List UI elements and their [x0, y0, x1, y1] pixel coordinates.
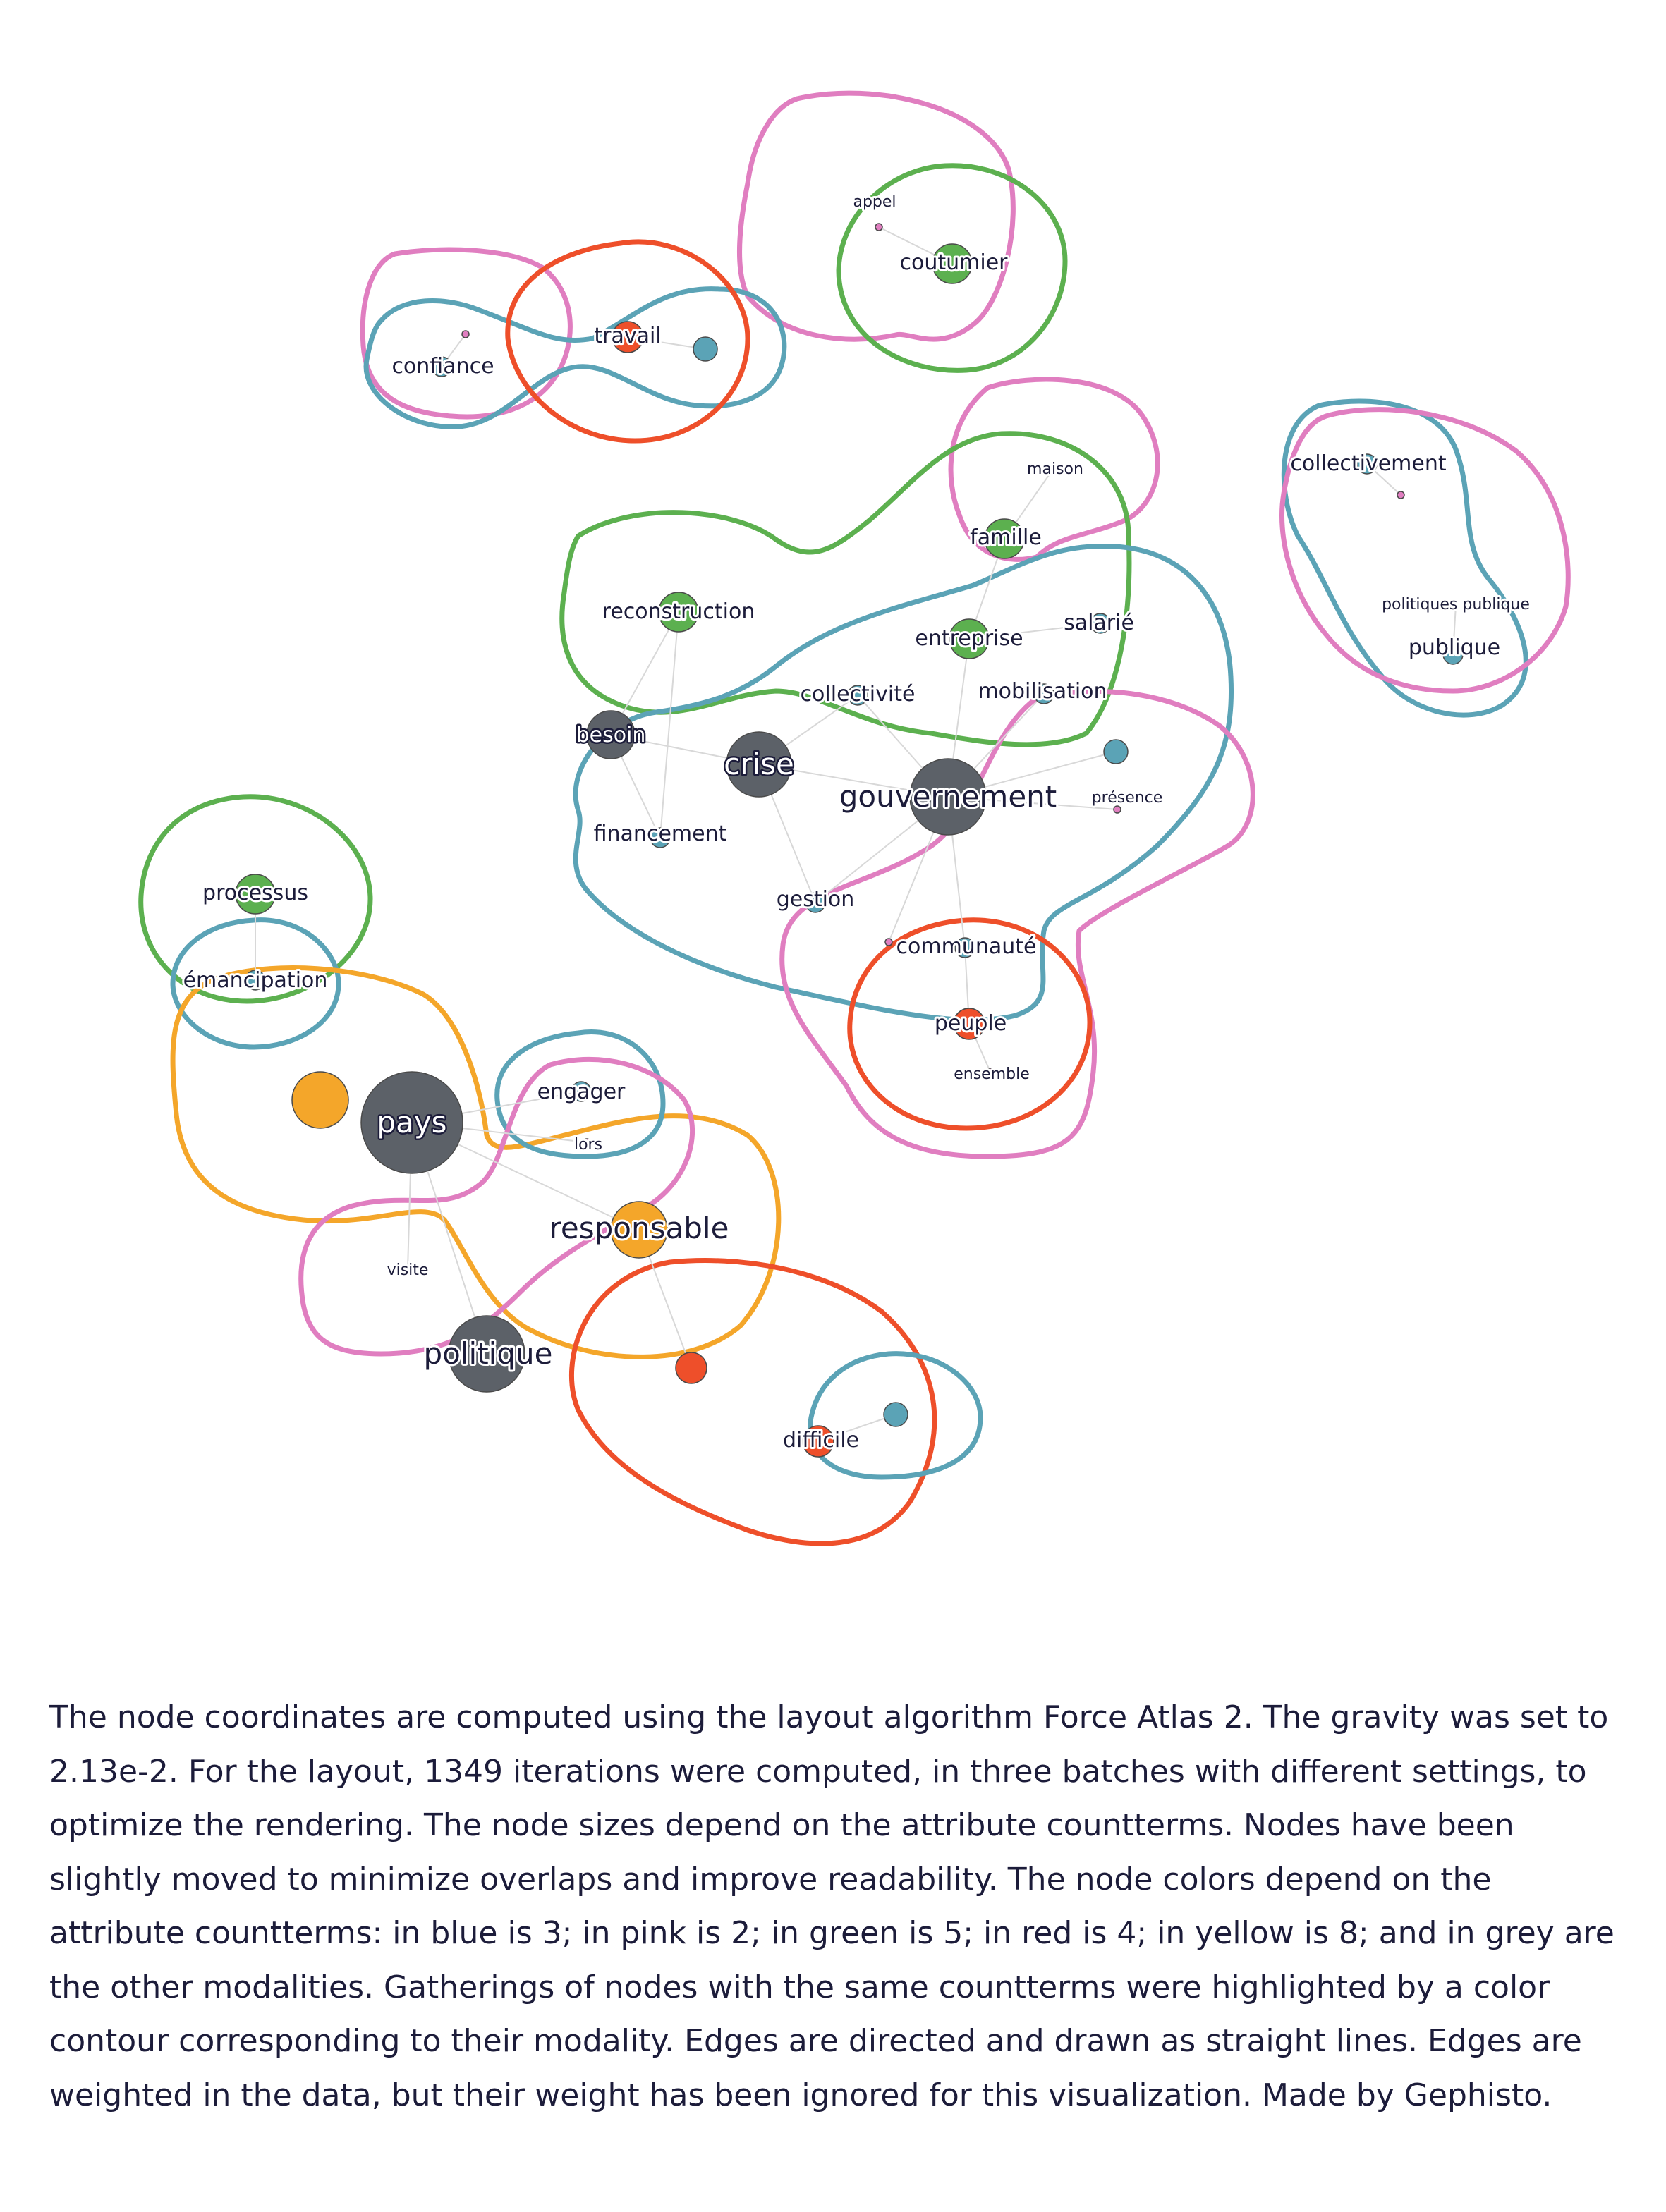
label-gouvernement: gouvernement [839, 779, 1057, 814]
edge [659, 611, 679, 838]
node-unlabeled-yellow[interactable] [291, 1071, 349, 1129]
label-engager: engager [537, 1080, 626, 1104]
label-peuple: peuple [935, 1011, 1007, 1036]
contour-red-travail [505, 239, 750, 444]
label-mobilisation: mobilisation [978, 679, 1107, 704]
node-entreprise[interactable] [949, 618, 990, 659]
label-processus: processus [202, 881, 308, 905]
node-unlabeled-blue-travail[interactable] [693, 336, 718, 362]
node-collectivement[interactable] [1356, 453, 1378, 475]
node-presence[interactable] [1113, 805, 1121, 814]
node-ensemble[interactable] [986, 1068, 995, 1076]
node-collectivite[interactable] [847, 685, 868, 706]
caption: The node coordinates are computed using … [49, 1699, 1615, 2113]
contour-blue-publique [1281, 398, 1528, 718]
label-entreprise: entreprise [915, 626, 1023, 651]
node-responsable[interactable] [610, 1201, 668, 1259]
node-politique[interactable] [448, 1315, 525, 1393]
contour-red-peuple [847, 917, 1093, 1131]
contour-pink-confiance [360, 247, 573, 420]
contour-blue-confiance-travail [363, 286, 787, 429]
node-processus[interactable] [235, 874, 276, 915]
node-appel[interactable] [875, 223, 883, 231]
node-unlabeled-red[interactable] [675, 1352, 707, 1384]
contour-pink-appel [737, 90, 1016, 342]
contour-red-difficile [568, 1258, 937, 1546]
node-difficile[interactable] [802, 1425, 834, 1458]
node-gestion[interactable] [805, 892, 826, 913]
node-travail[interactable] [612, 321, 644, 353]
label-collectivement: collectivement [1290, 451, 1446, 476]
label-collectivite: collectivité [801, 682, 916, 707]
label-travail: travail [594, 324, 661, 348]
contour-pink-visite [298, 1056, 695, 1357]
node-communaute-pink[interactable] [884, 938, 893, 946]
node-financement[interactable] [650, 827, 671, 848]
label-publique: publique [1409, 635, 1500, 660]
label-visite: visite [387, 1261, 429, 1279]
label-besoin: besoin [576, 723, 646, 747]
contour-pink-publique [1279, 407, 1571, 694]
label-gestion: gestion [777, 887, 855, 912]
label-famille: famille [970, 525, 1042, 550]
node-salarie[interactable] [1090, 613, 1111, 634]
contour-blue-engager [494, 1029, 666, 1159]
node-lors[interactable] [583, 1138, 591, 1147]
node-collectivement-pink[interactable] [1397, 491, 1405, 499]
contours [138, 90, 1571, 1546]
contour-yellow-pays [170, 965, 782, 1359]
node-confiance[interactable] [431, 356, 452, 377]
contour-pink-central [779, 688, 1255, 1159]
label-confiance: confiance [391, 354, 494, 379]
nodes [235, 223, 1464, 1458]
label-coutumier: coutumier [900, 250, 1009, 275]
labels: appel coutumier confiance travail maison… [181, 191, 1532, 1455]
node-besoin[interactable] [586, 710, 636, 759]
node-reconstruction[interactable] [658, 592, 699, 633]
edges [255, 226, 1457, 1442]
contour-blue-difficile [808, 1351, 983, 1480]
label-reconstruction: reconstruction [602, 599, 755, 624]
label-communaute: communauté [896, 934, 1037, 959]
node-confiance-pink[interactable] [461, 330, 470, 338]
label-salarie: salarié [1064, 611, 1134, 635]
label-difficile: difficile [783, 1428, 859, 1453]
contour-green-coutumier [836, 163, 1068, 373]
contour-green-reconstruction [559, 431, 1132, 747]
label-lors: lors [574, 1136, 602, 1154]
label-emancipation: émancipation [183, 968, 328, 993]
contour-pink-famille [948, 377, 1160, 562]
network-graph: appel coutumier confiance travail maison… [138, 90, 1571, 1546]
node-emancipation[interactable] [245, 970, 266, 991]
node-publique[interactable] [1442, 644, 1464, 665]
label-politique: politique [424, 1336, 553, 1371]
node-crise[interactable] [726, 731, 792, 798]
label-crise: crise [724, 747, 794, 781]
contour-blue-central [573, 543, 1234, 1022]
node-famille[interactable] [984, 518, 1025, 559]
label-responsable: responsable [549, 1211, 729, 1245]
contour-blue-emancipation [170, 917, 341, 1050]
node-pays[interactable] [360, 1071, 463, 1174]
label-maison: maison [1027, 460, 1083, 478]
contour-green-processus [138, 794, 373, 1004]
edge [968, 623, 1101, 640]
node-visite[interactable] [403, 1265, 412, 1273]
label-ensemble: ensemble [954, 1065, 1030, 1083]
node-unlabeled-blue-difficile[interactable] [883, 1402, 908, 1427]
label-financement: financement [594, 821, 727, 846]
node-communaute[interactable] [954, 937, 975, 958]
label-pays: pays [377, 1105, 446, 1139]
node-gouvernement[interactable] [909, 758, 987, 836]
node-unlabeled-blue-presence[interactable] [1103, 739, 1129, 764]
label-politiques-publique: politiques publique [1382, 596, 1530, 613]
label-presence: présence [1092, 789, 1163, 807]
node-engager[interactable] [571, 1081, 592, 1102]
node-peuple[interactable] [953, 1008, 985, 1040]
node-mobilisation[interactable] [1033, 683, 1054, 704]
node-coutumier[interactable] [932, 243, 973, 284]
label-appel: appel [853, 193, 896, 211]
